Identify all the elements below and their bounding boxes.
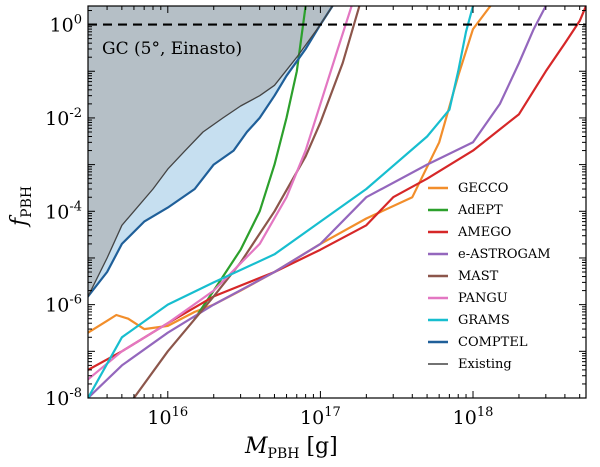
y-axis-label-sub: PBH — [19, 186, 35, 218]
y-tick-label-exp: 0 — [74, 13, 82, 28]
x-tick-label: 1018 — [453, 405, 494, 429]
plot-frame — [87, 5, 587, 399]
legend-label-mast: MAST — [458, 269, 499, 284]
series-line-grams — [88, 6, 475, 398]
legend-label-grams: GRAMS — [458, 313, 510, 328]
y-tick-label: 10-4 — [45, 199, 82, 223]
series-line-comptel — [88, 6, 334, 298]
y-tick-label: 10-8 — [45, 386, 82, 410]
x-axis-label: MPBH [g] — [244, 434, 338, 462]
legend: GECCO AdEPT AMEGO e-ASTROGAM MAST PANGU GRAMS C… — [428, 181, 551, 372]
y-tick-label-exp: -8 — [69, 386, 82, 401]
x-axis-label-sub: PBH — [268, 446, 300, 462]
x-tick-label-base: 10 — [453, 407, 477, 429]
legend-label-amego: AMEGO — [457, 225, 511, 240]
x-tick-label-exp: 18 — [477, 405, 494, 420]
series-line-existing — [88, 6, 334, 298]
y-tick-label-base: 10 — [45, 295, 69, 317]
y-tick-label-exp: -6 — [69, 293, 82, 308]
x-tick-label-exp: 16 — [172, 405, 189, 420]
excluded-region-layer — [88, 6, 333, 297]
series-line-pangu — [88, 6, 353, 381]
legend-label-pangu: PANGU — [458, 291, 508, 306]
y-tick-label-exp: -2 — [69, 106, 82, 121]
x-tick-label-exp: 17 — [324, 405, 341, 420]
legend-label-gecco: GECCO — [458, 181, 508, 196]
x-axis-label-main: M — [244, 434, 268, 459]
series-line-e-astrogam — [88, 6, 547, 398]
y-tick-label: 10-2 — [45, 106, 82, 130]
x-tick-label: 1016 — [147, 405, 188, 429]
y-tick-label: 10-6 — [45, 293, 82, 317]
excluded-region — [88, 6, 333, 297]
legend-label-comptel: COMPTEL — [458, 335, 528, 350]
x-axis-label-unit: [g] — [299, 434, 337, 459]
y-tick-label-exp: -4 — [69, 199, 82, 214]
legend-label-e-astrogam: e-ASTROGAM — [458, 247, 551, 262]
x-tick-label-base: 10 — [300, 407, 324, 429]
series-line-adept — [193, 6, 307, 320]
comptel-gap-fill — [88, 6, 333, 297]
x-tick-label: 1017 — [300, 405, 341, 429]
y-axis-label: fPBH — [7, 186, 35, 228]
y-tick-label-base: 10 — [45, 108, 69, 130]
series-line-mast — [132, 6, 361, 398]
legend-label-adept: AdEPT — [457, 203, 503, 218]
y-tick-label-base: 10 — [45, 388, 69, 410]
region-annotation: GC (5°, Einasto) — [102, 39, 242, 59]
y-tick-label-base: 10 — [45, 201, 69, 223]
x-tick-label-base: 10 — [147, 407, 171, 429]
series-layer — [88, 6, 586, 398]
y-tick-label-base: 10 — [50, 15, 74, 37]
series-line-amego — [88, 6, 586, 371]
y-tick-label: 100 — [50, 13, 82, 37]
legend-label-existing: Existing — [458, 357, 512, 372]
